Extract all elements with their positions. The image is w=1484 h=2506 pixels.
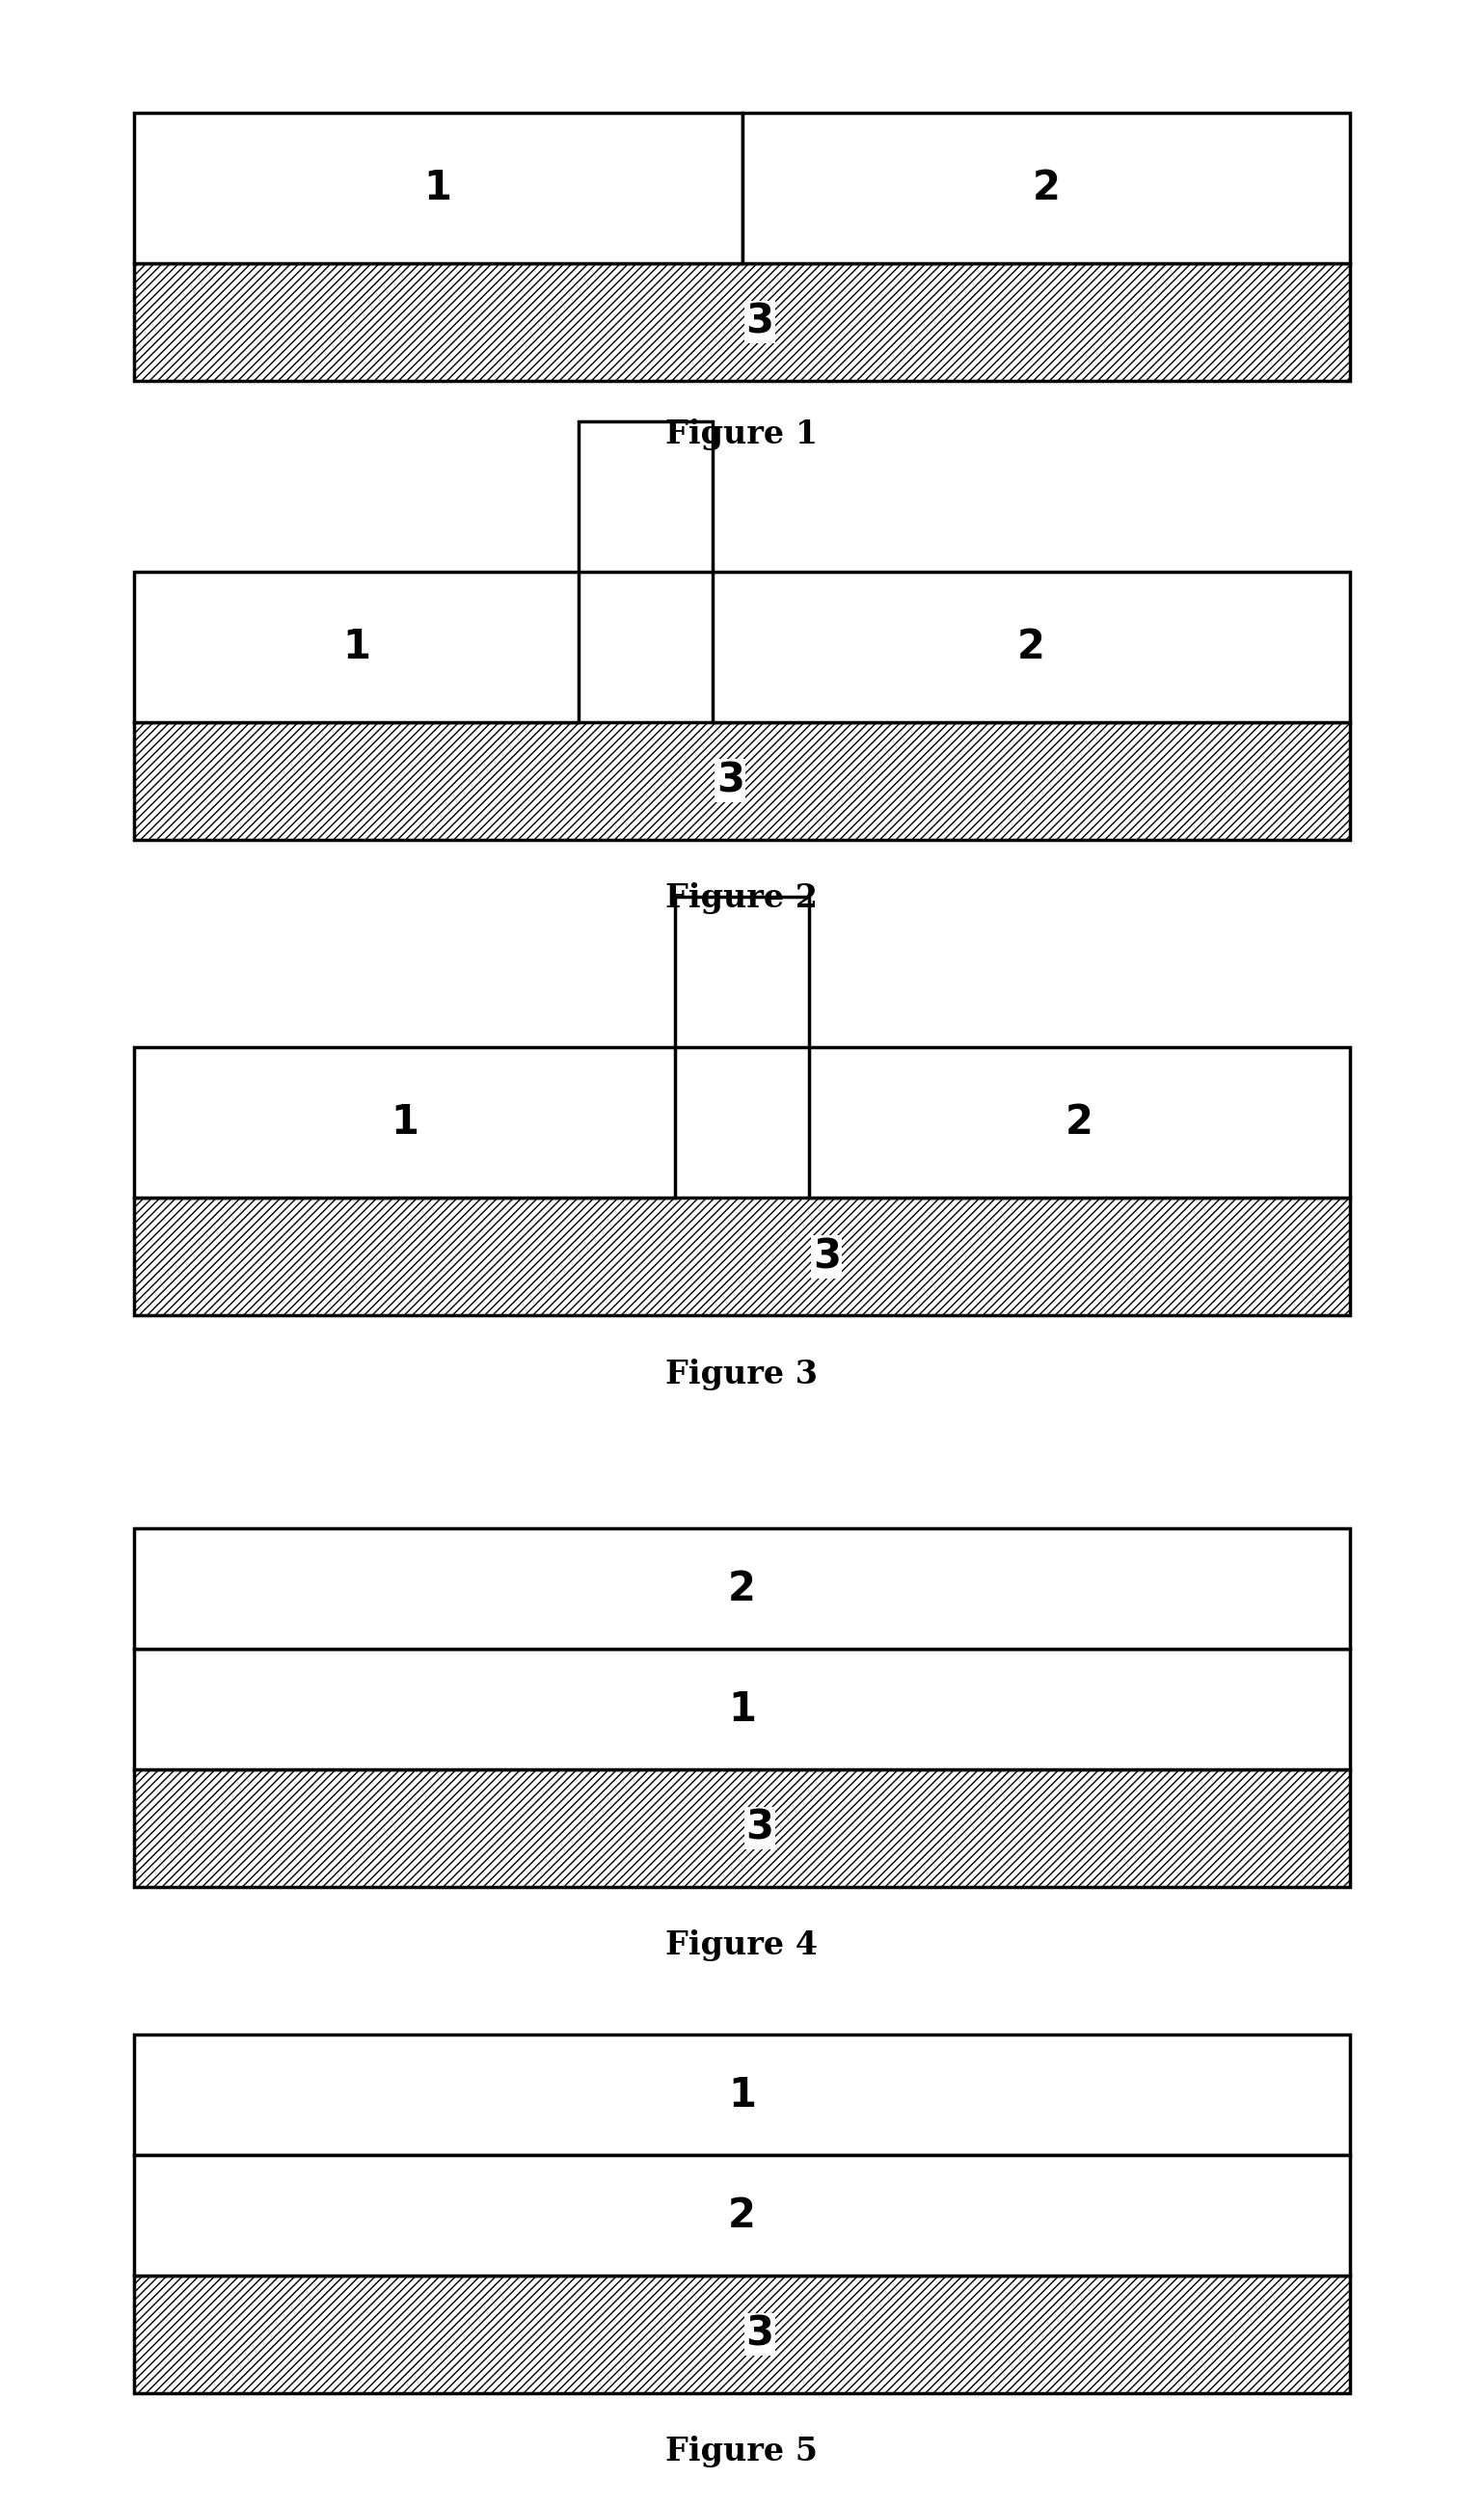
Text: 2: 2 [1033,168,1060,208]
Text: Figure 2: Figure 2 [666,882,818,915]
Text: 1: 1 [729,1689,755,1729]
Text: 2: 2 [729,1569,755,1609]
Text: 2: 2 [1066,1103,1094,1143]
Text: Figure 4: Figure 4 [666,1930,818,1962]
Bar [134,2155,1350,2275]
Bar [134,1198,1350,1316]
Text: 3: 3 [717,759,743,802]
Text: 1: 1 [390,1103,418,1143]
Text: 1: 1 [729,2075,755,2115]
Bar [742,113,1350,263]
Text: Figure 5: Figure 5 [666,2436,818,2468]
Text: 2: 2 [729,2195,755,2235]
Bar [134,113,742,263]
Bar [134,571,579,722]
Text: Figure 3: Figure 3 [666,1358,818,1391]
Bar [809,1048,1350,1198]
Bar [579,421,712,571]
Text: 3: 3 [746,2313,773,2356]
Text: 1: 1 [424,168,451,208]
Bar [134,2275,1350,2393]
Bar [134,2035,1350,2155]
Bar [134,1769,1350,1887]
Bar [134,722,1350,840]
Text: 3: 3 [746,1807,773,1849]
Text: Figure 1: Figure 1 [666,419,818,451]
Bar [134,1048,675,1198]
Text: 1: 1 [343,626,370,667]
Text: 2: 2 [1018,626,1045,667]
Bar [134,1649,1350,1769]
Bar [134,1529,1350,1649]
Bar [712,571,1350,722]
Text: 3: 3 [746,301,773,343]
Bar [675,897,809,1048]
Text: 3: 3 [813,1235,840,1278]
Bar [134,263,1350,381]
